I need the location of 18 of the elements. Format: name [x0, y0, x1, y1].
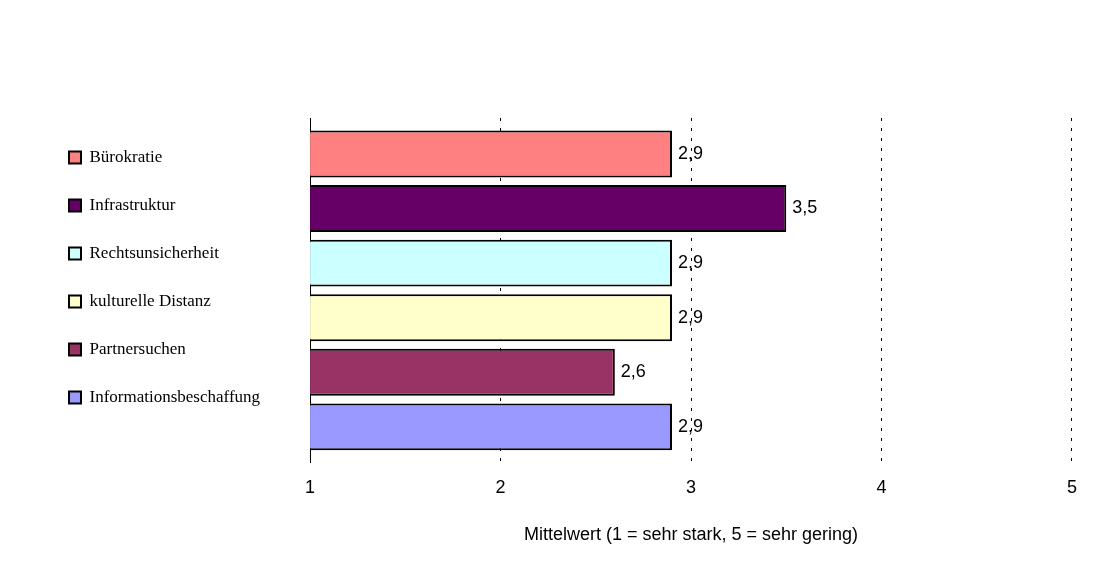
data-label: 2,9 — [677, 306, 704, 327]
legend-label: kulturelle Distanz — [89, 290, 212, 310]
legend-label: Infrastruktur — [89, 194, 176, 214]
x-axis-title: Mittelwert (1 = sehr stark, 5 = sehr gering) — [523, 524, 859, 545]
data-label: 2,9 — [677, 142, 704, 163]
legend-label: Bürokratie — [89, 146, 163, 166]
legend-label: Partnersuchen — [89, 338, 187, 358]
x-tick-label: 5 — [1066, 476, 1077, 497]
x-tick-label: 4 — [876, 476, 887, 497]
data-label: 2,6 — [620, 361, 646, 382]
data-label: 2,9 — [677, 252, 704, 273]
data-label: 2,9 — [677, 415, 704, 436]
x-tick-label: 3 — [686, 476, 697, 497]
x-tick-label: 1 — [305, 476, 316, 497]
data-label: 3,5 — [792, 197, 818, 218]
legend-label: Informationsbeschaffung — [89, 386, 261, 406]
legend-label: Rechtsunsicherheit — [89, 242, 220, 262]
x-tick-label: 2 — [495, 476, 506, 497]
